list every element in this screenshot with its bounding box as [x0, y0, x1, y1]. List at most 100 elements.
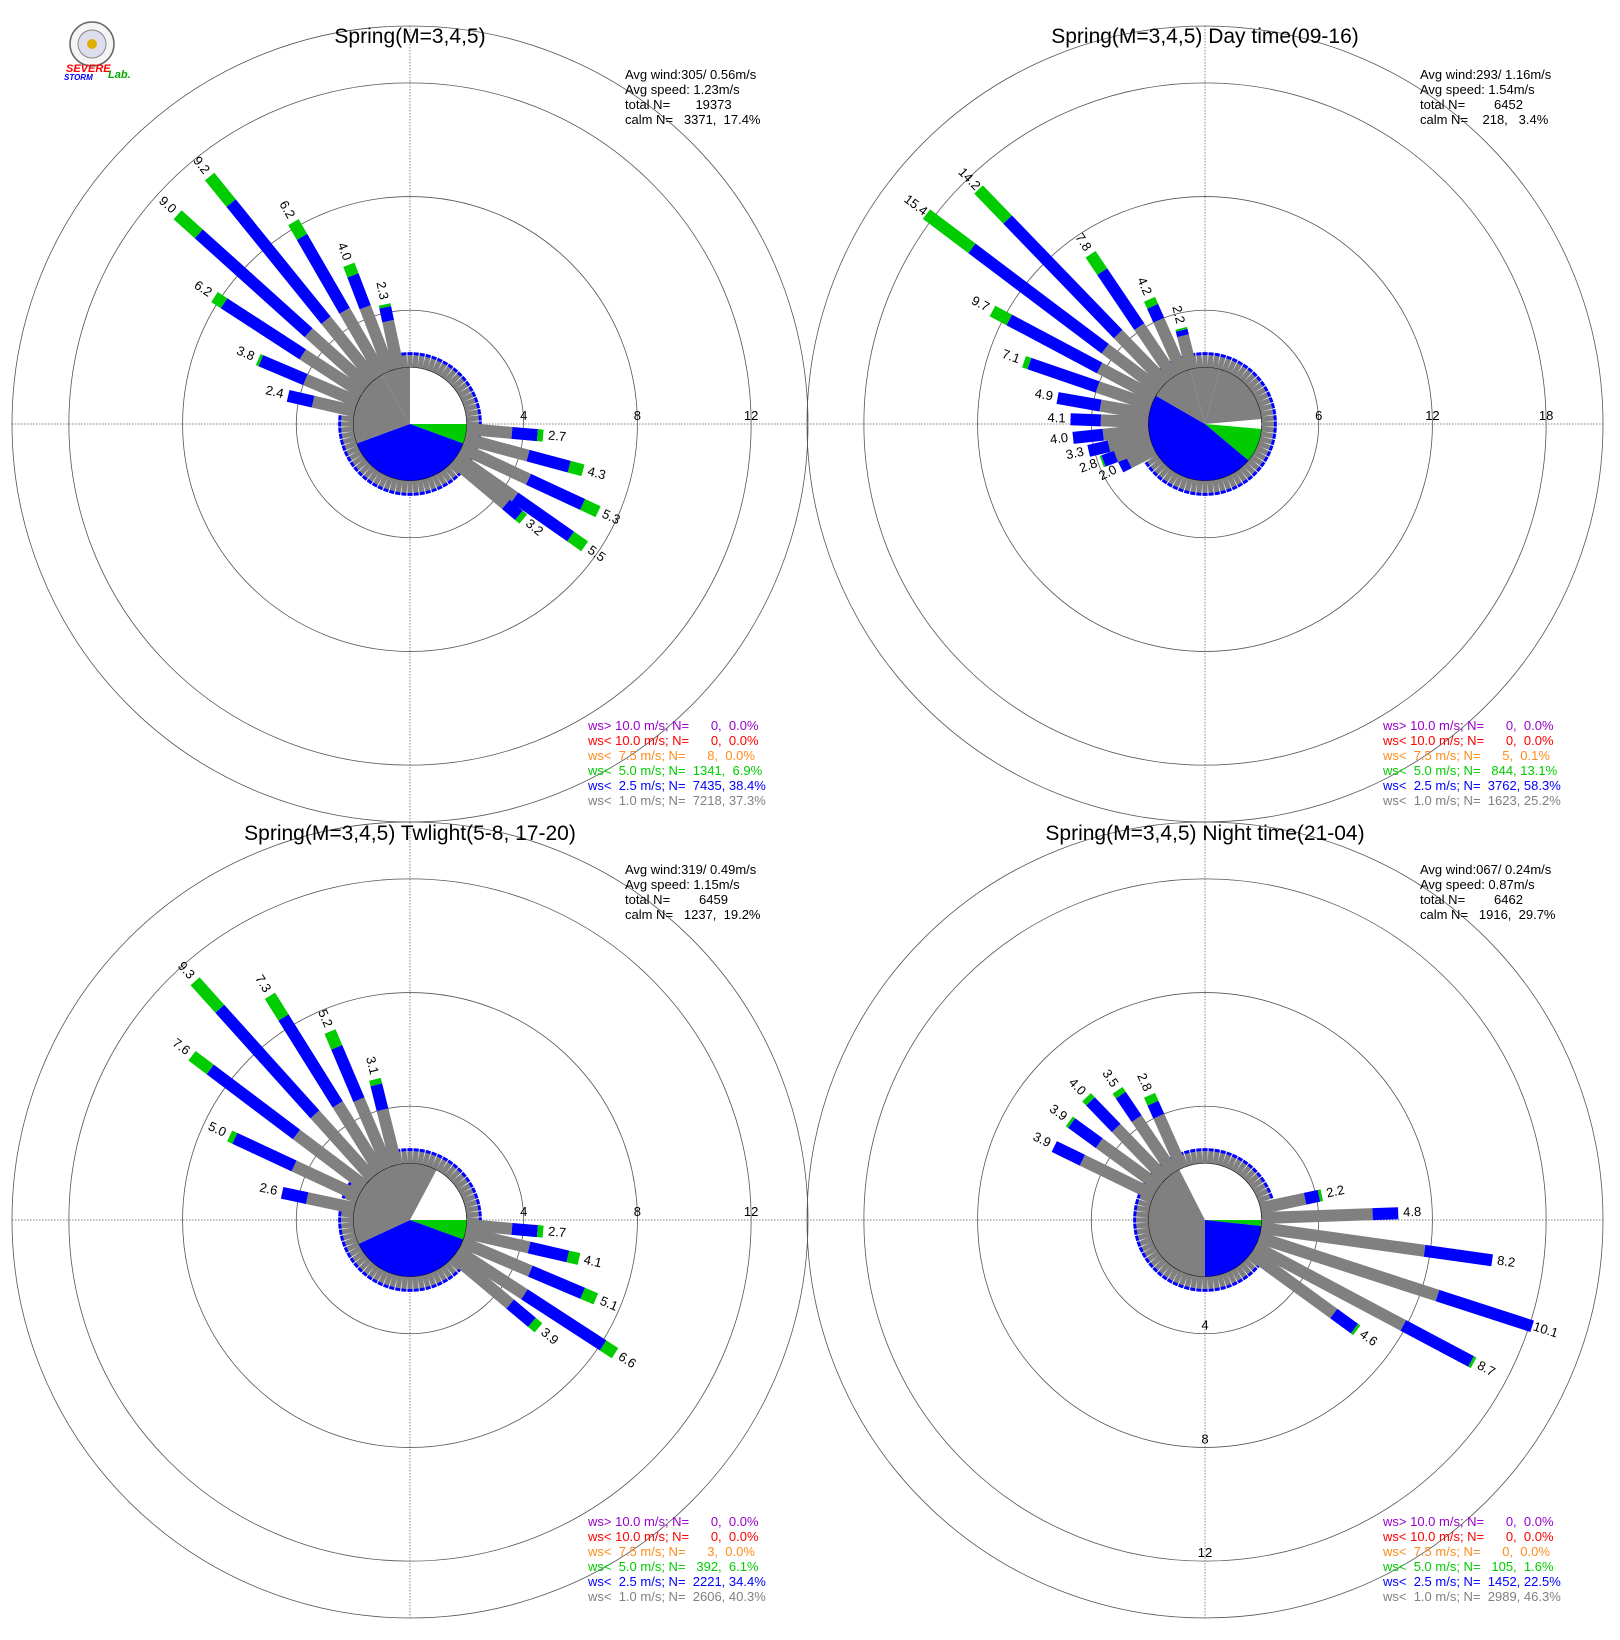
minor-bar-gray [1255, 445, 1269, 456]
minor-bar-gray [1173, 474, 1184, 488]
minor-bar-blue [1220, 489, 1227, 495]
speed-ring [295, 1105, 525, 1335]
minor-bar-gray [431, 474, 442, 488]
minor-bar-gray [1243, 373, 1256, 386]
ring-label: 8 [634, 1204, 641, 1219]
minor-bar-blue [1251, 1266, 1258, 1273]
bar-gray-7 [1096, 362, 1158, 403]
minor-bar-blue [346, 1252, 352, 1259]
minor-bar-gray [1136, 1211, 1149, 1218]
minor-bar-blue [475, 1198, 481, 1205]
minor-bar-blue [452, 367, 459, 373]
bar-gray-5 [305, 1192, 356, 1215]
bar-gray-3 [1102, 423, 1150, 441]
minor-bar-blue [1231, 1153, 1238, 1159]
minor-bar-blue [1138, 1246, 1144, 1253]
minor-bar-blue [447, 1159, 454, 1166]
minor-bar-blue [1148, 466, 1154, 473]
minor-bar-gray [1226, 474, 1237, 488]
bar-blue-11 [347, 273, 371, 310]
minor-bar-gray [1246, 377, 1260, 390]
minor-bar-gray [422, 1152, 431, 1166]
minor-bar-gray [1136, 1227, 1150, 1235]
bar-gray-10 [353, 1097, 394, 1171]
bar-green-8 [1082, 1093, 1095, 1106]
bar-blue-4 [1070, 413, 1102, 427]
minor-bar-blue [473, 1192, 479, 1199]
bar-gray-7 [299, 349, 366, 399]
minor-bar-blue [1172, 1281, 1179, 1287]
bar-label: 10.1 [1531, 1319, 1560, 1341]
minor-bar-gray [1202, 1276, 1208, 1289]
bar-label: 2.0 [1096, 462, 1119, 484]
minor-bar-blue [1231, 485, 1238, 491]
minor-bar-gray [1231, 471, 1242, 485]
minor-bar-gray [455, 1178, 468, 1190]
minor-bar-gray [1207, 1151, 1214, 1164]
minor-bar-blue [1242, 1274, 1249, 1281]
stats-line-1: Avg wind:293/ 1.16m/s [1420, 67, 1552, 82]
legend-entry-purple: ws> 10.0 m/s; N= 0, 0.0% [587, 1514, 759, 1529]
legend-entry-green: ws< 5.0 m/s; N= 844, 13.1% [1382, 763, 1558, 778]
bar-green-10 [288, 219, 308, 240]
minor-bar-blue [431, 487, 438, 493]
minor-bar-gray [1235, 1265, 1247, 1278]
bar-blue-4 [506, 1299, 536, 1327]
minor-bar-gray [1207, 355, 1214, 368]
legend-entry-orange: ws< 7.5 m/s; N= 3, 0.0% [587, 1544, 755, 1559]
calm-pie-gray [1205, 367, 1220, 424]
bar-gray-9 [1113, 329, 1170, 388]
minor-bar-blue [413, 352, 419, 356]
minor-bar-gray [1243, 462, 1256, 475]
calm-pie-gray [353, 374, 410, 444]
minor-bar-gray [1196, 480, 1203, 493]
minor-bar-gray [440, 366, 452, 379]
bar-green-6 [255, 354, 264, 367]
minor-bar-blue [1237, 360, 1244, 366]
chart-title: Spring(M=3,4,5) Day time(09-16) [1051, 25, 1359, 48]
bar-label: 2.2 [1169, 304, 1188, 325]
minor-bar-gray [1212, 355, 1220, 369]
legend-entry-blue: ws< 2.5 m/s; N= 2221, 34.4% [587, 1574, 766, 1589]
minor-bar-blue [361, 1271, 368, 1277]
minor-bar-blue [419, 1287, 426, 1292]
minor-bar-gray [1252, 1183, 1266, 1194]
minor-bar-blue [1231, 1281, 1238, 1287]
minor-bar-gray [373, 1267, 384, 1281]
minor-bar-gray [1190, 479, 1198, 493]
minor-bar-blue [394, 1287, 401, 1292]
minor-bar-gray [395, 479, 403, 493]
minor-bar-blue [471, 1187, 477, 1194]
minor-bar-blue [1251, 371, 1258, 378]
calm-pie-blue [1205, 1220, 1262, 1277]
bar-green-10 [1144, 1092, 1159, 1106]
bar-green-4 [515, 510, 528, 524]
minor-bar-blue [1242, 1159, 1249, 1166]
minor-bar-gray [389, 1274, 398, 1288]
minor-bar-gray [427, 1154, 436, 1168]
chart-title: Spring(M=3,4,5) [334, 25, 485, 48]
bar-gray-0 [1259, 1192, 1307, 1215]
bar-gray-8 [304, 328, 372, 391]
minor-bar-gray [1196, 1151, 1203, 1164]
stats-line-1: Avg wind:067/ 0.24m/s [1420, 862, 1552, 877]
minor-bar-blue [1152, 1266, 1159, 1273]
minor-bar-blue [475, 402, 481, 409]
minor-bar-gray [417, 355, 425, 369]
minor-bar-gray [1231, 1159, 1242, 1173]
bar-green-11 [343, 262, 359, 278]
minor-bar-blue [431, 1151, 438, 1157]
logo-text-severe: SEVERE [66, 63, 111, 75]
minor-bar-blue [1196, 1288, 1202, 1292]
minor-bar-blue [1268, 445, 1274, 452]
minor-bar-gray [1246, 458, 1260, 471]
minor-bar-gray [1139, 1237, 1153, 1246]
minor-bar-gray [1235, 366, 1247, 379]
bar-blue-0 [511, 426, 538, 442]
minor-bar-gray [1168, 471, 1179, 485]
legend-entry-purple: ws> 10.0 m/s; N= 0, 0.0% [1382, 1514, 1554, 1529]
bar-label: 7.8 [1072, 230, 1095, 253]
minor-bar-gray [344, 441, 358, 450]
legend-entry-orange: ws< 7.5 m/s; N= 0, 0.0% [1382, 1544, 1550, 1559]
